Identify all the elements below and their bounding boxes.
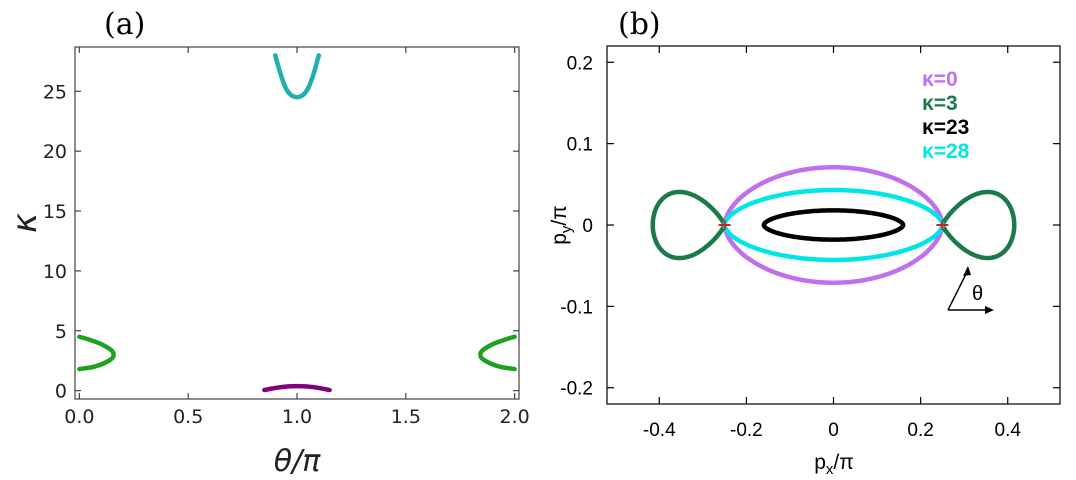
theta-arrow-diagonal bbox=[947, 269, 969, 311]
panel-b-curve-κ=23 bbox=[761, 208, 906, 242]
panel-a-y-axis-label: κ bbox=[5, 213, 45, 233]
panel-a-label: (a) bbox=[104, 7, 145, 42]
panel-b-curves bbox=[650, 164, 1017, 286]
panel-b-curve-κ=3-left-lobe bbox=[650, 189, 727, 261]
panel-a-frame bbox=[74, 46, 520, 400]
panel-a-curve-purple-branch bbox=[262, 383, 332, 393]
legend-entry-k0: κ=0 bbox=[922, 68, 958, 91]
theta-label: θ bbox=[972, 283, 983, 305]
panel-a-y-tick-label: 5 bbox=[55, 321, 67, 343]
legend-entry-k3: κ=3 bbox=[922, 92, 958, 115]
panel-a-curve-cyan-branch bbox=[272, 53, 322, 100]
panel-b-y-tick-label: 0.1 bbox=[567, 135, 593, 156]
panel-a-curves bbox=[77, 53, 517, 393]
theta-direction-annotation: θ bbox=[947, 266, 994, 314]
panel-b: (b) -0.4 -0.2 0 0.2 0.4 -0.2 -0.1 0 0.1 0.2 κ=0 … bbox=[548, 7, 1061, 478]
panel-a-y-ticks: 0 5 10 15 20 25 bbox=[43, 81, 519, 403]
panel-b-x-tick-label: -0.2 bbox=[730, 420, 763, 441]
panel-a: (a) 0.0 0.5 1.0 1.5 2.0 0 5 10 15 20 25 θ/π κ bbox=[5, 7, 530, 479]
panel-b-y-ticks: -0.2 -0.1 0 0.1 0.2 bbox=[560, 53, 1060, 400]
theta-arrow-diagonal-head bbox=[963, 266, 971, 276]
panel-a-y-tick-label: 15 bbox=[43, 201, 67, 223]
panel-a-x-ticks: 0.0 0.5 1.0 1.5 2.0 bbox=[64, 47, 530, 428]
panel-a-x-tick-label: 0.0 bbox=[64, 406, 94, 428]
panel-a-x-tick-label: 1.0 bbox=[282, 406, 312, 428]
legend-entry-k23: κ=23 bbox=[922, 116, 969, 139]
panel-a-curve-green-branch-left bbox=[77, 334, 116, 372]
panel-b-x-tick-label: -0.4 bbox=[643, 420, 676, 441]
panel-a-x-tick-label: 1.5 bbox=[391, 406, 421, 428]
panel-a-y-tick-label: 20 bbox=[43, 141, 67, 163]
panel-b-x-tick-label: 0.4 bbox=[995, 420, 1022, 441]
panel-b-legend: κ=0 κ=3 κ=23 κ=28 bbox=[922, 68, 970, 163]
panel-b-curve-κ=0 bbox=[722, 164, 945, 286]
panel-b-x-axis-label: px/π bbox=[814, 451, 854, 478]
panel-b-frame bbox=[606, 45, 1061, 405]
panel-b-label: (b) bbox=[618, 7, 661, 42]
panel-b-x-ticks: -0.4 -0.2 0 0.2 0.4 bbox=[643, 46, 1021, 441]
panel-b-curve-κ=3-right-lobe bbox=[940, 189, 1017, 261]
panel-b-y-tick-label: 0.2 bbox=[567, 53, 593, 74]
panel-a-y-tick-label: 10 bbox=[43, 261, 67, 283]
theta-arrow-horizontal-head bbox=[985, 306, 994, 314]
panel-b-x-tick-label: 0.2 bbox=[907, 420, 933, 441]
panel-b-y-tick-label: 0 bbox=[582, 216, 593, 237]
panel-a-x-tick-label: 2.0 bbox=[500, 406, 530, 428]
panel-b-y-tick-label: -0.2 bbox=[560, 379, 593, 400]
panel-a-x-axis-label: θ/π bbox=[274, 444, 321, 479]
panel-b-y-axis-label: py/π bbox=[548, 205, 575, 245]
panel-b-y-tick-label: -0.1 bbox=[560, 297, 593, 318]
panel-a-y-tick-label: 0 bbox=[55, 381, 67, 403]
legend-entry-k28: κ=28 bbox=[922, 140, 970, 163]
panel-b-x-tick-label: 0 bbox=[828, 420, 839, 441]
panel-b-curve-κ=28 bbox=[722, 187, 945, 263]
panel-a-y-tick-label: 25 bbox=[43, 81, 67, 103]
panel-a-curve-green-branch-right bbox=[478, 334, 517, 372]
panel-a-x-tick-label: 0.5 bbox=[173, 406, 203, 428]
